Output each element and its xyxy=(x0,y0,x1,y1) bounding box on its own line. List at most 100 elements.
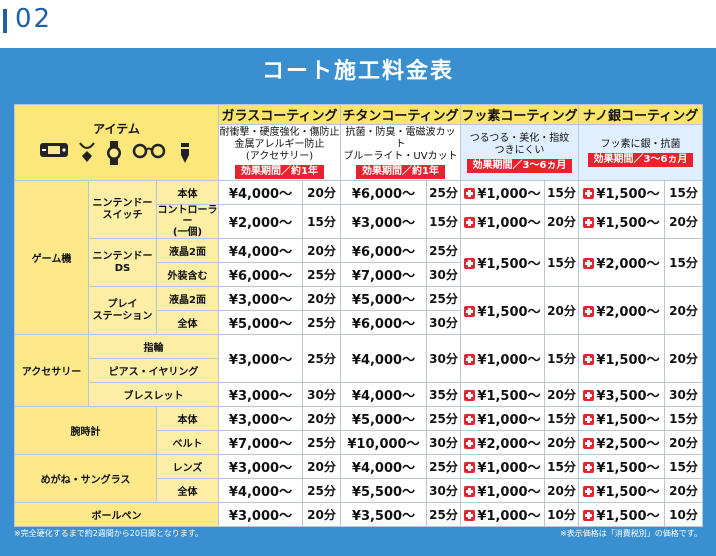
coating-features-titan: 抗菌・防臭・電磁波カット ブルーライト・UVカット 効果期間／約1年 xyxy=(340,124,461,181)
feature-line: フッ素に銀・抗菌 xyxy=(600,138,681,150)
time-cell: 15分 xyxy=(544,406,579,431)
time-cell: 15分 xyxy=(544,334,579,383)
category-glasses: めがね・サングラス xyxy=(14,454,157,503)
time-cell: 35分 xyxy=(426,382,461,407)
time-cell: 30分 xyxy=(426,310,461,335)
time-cell: 25分 xyxy=(426,286,461,311)
cross-icon xyxy=(583,510,595,521)
item-header-label: アイテム xyxy=(93,122,140,136)
price-cell: ¥1,000〜 xyxy=(460,334,545,383)
price-text: ¥1,500〜 xyxy=(596,485,660,500)
time-cell: 30分 xyxy=(426,478,461,503)
price-text: ¥1,500〜 xyxy=(596,187,660,202)
price-cell: ¥4,000〜 xyxy=(340,382,427,407)
coating-features-nano: フッ素に銀・抗菌 効果期間／3〜6ヵ月 xyxy=(578,124,703,181)
price-cell: ¥1,000〜 xyxy=(460,454,545,479)
time-cell: 25分 xyxy=(302,310,341,335)
price-cell: ¥2,000〜 xyxy=(578,238,665,287)
price-cell: ¥3,000〜 xyxy=(218,406,303,431)
price-cell: ¥3,000〜 xyxy=(218,286,303,311)
price-cell: ¥2,000〜 xyxy=(578,286,665,335)
cross-icon xyxy=(464,306,476,317)
coating-header-nano: ナノ銀コーティング xyxy=(578,104,703,125)
cross-icon xyxy=(583,438,595,449)
price-table: アイテム ガラスコーティング チタンコーティング フッ素コーティング ナノ銀コー… xyxy=(14,104,703,527)
price-cell: ¥1,500〜 xyxy=(460,286,545,335)
price-text: ¥1,500〜 xyxy=(596,461,660,476)
price-cell: ¥1,000〜 xyxy=(460,180,545,205)
time-cell: 20分 xyxy=(302,454,341,479)
price-cell: ¥10,000〜 xyxy=(340,430,427,455)
price-cell: ¥7,000〜 xyxy=(218,430,303,455)
time-cell: 20分 xyxy=(664,204,703,239)
sub-ds-lcd: 液晶2面 xyxy=(156,238,219,263)
price-text: ¥1,500〜 xyxy=(477,305,541,320)
item-switch: ニンテンドー スイッチ xyxy=(88,180,157,239)
price-cell: ¥5,500〜 xyxy=(340,478,427,503)
price-cell: ¥1,500〜 xyxy=(460,382,545,407)
cross-icon xyxy=(583,188,595,199)
cross-icon xyxy=(583,462,595,473)
feature-line: つきにくい xyxy=(494,144,545,156)
time-cell: 25分 xyxy=(426,454,461,479)
page-number: 02 xyxy=(15,4,53,34)
price-cell: ¥5,000〜 xyxy=(340,286,427,311)
time-cell: 15分 xyxy=(664,238,703,287)
feature-line: 金属アレルギー防止 xyxy=(234,138,325,150)
time-cell: 20分 xyxy=(302,180,341,205)
time-cell: 15分 xyxy=(544,238,579,287)
price-cell: ¥3,000〜 xyxy=(218,382,303,407)
category-pen: ボールペン xyxy=(14,502,219,527)
price-cell: ¥5,000〜 xyxy=(340,406,427,431)
cross-icon xyxy=(464,510,476,521)
cross-icon xyxy=(583,258,595,269)
category-game: ゲーム機 xyxy=(14,180,89,335)
price-cell: ¥1,000〜 xyxy=(460,502,545,527)
cross-icon xyxy=(464,217,476,228)
time-cell: 20分 xyxy=(544,204,579,239)
item-icons xyxy=(15,141,218,165)
price-cell: ¥1,500〜 xyxy=(578,406,665,431)
price-text: ¥3,500〜 xyxy=(596,389,660,404)
cross-icon xyxy=(464,354,476,365)
time-cell: 10分 xyxy=(664,502,703,527)
category-watch: 腕時計 xyxy=(14,406,157,455)
item-ds: ニンテンドー DS xyxy=(88,238,157,287)
price-text: ¥1,000〜 xyxy=(477,509,541,524)
time-cell: 15分 xyxy=(544,180,579,205)
price-cell: ¥3,000〜 xyxy=(218,454,303,479)
cross-icon xyxy=(464,462,476,473)
item-bracelet: ブレスレット xyxy=(88,382,219,407)
price-cell: ¥2,500〜 xyxy=(578,430,665,455)
cross-icon xyxy=(464,414,476,425)
time-cell: 30分 xyxy=(664,382,703,407)
price-text: ¥2,000〜 xyxy=(477,437,541,452)
price-text: ¥2,000〜 xyxy=(596,305,660,320)
time-cell: 25分 xyxy=(302,478,341,503)
time-cell: 25分 xyxy=(426,180,461,205)
item-pierce: ピアス・イヤリング xyxy=(88,358,219,383)
game-console-icon xyxy=(39,143,68,157)
time-cell: 15分 xyxy=(664,454,703,479)
sub-ps-whole: 全体 xyxy=(156,310,219,335)
time-cell: 25分 xyxy=(426,406,461,431)
time-cell: 30分 xyxy=(302,382,341,407)
page-title: コート施工料金表 xyxy=(261,59,454,84)
feature-line: つるつる・美化・指紋 xyxy=(469,132,570,144)
time-cell: 30分 xyxy=(426,262,461,287)
item-header: アイテム xyxy=(14,104,219,181)
time-cell: 25分 xyxy=(302,430,341,455)
price-cell: ¥1,500〜 xyxy=(578,204,665,239)
sub-watch-body: 本体 xyxy=(156,406,219,431)
coating-header-titan: チタンコーティング xyxy=(340,104,461,125)
sub-switch-controller: コントローラー (一個) xyxy=(156,204,219,239)
time-cell: 30分 xyxy=(426,430,461,455)
cross-icon xyxy=(583,390,595,401)
price-text: ¥1,000〜 xyxy=(477,461,541,476)
price-cell: ¥1,500〜 xyxy=(578,454,665,479)
price-text: ¥1,500〜 xyxy=(596,353,660,368)
price-cell: ¥3,500〜 xyxy=(578,382,665,407)
price-cell: ¥1,500〜 xyxy=(460,238,545,287)
price-cell: ¥1,000〜 xyxy=(460,204,545,239)
sub-ps-lcd: 液晶2面 xyxy=(156,286,219,311)
